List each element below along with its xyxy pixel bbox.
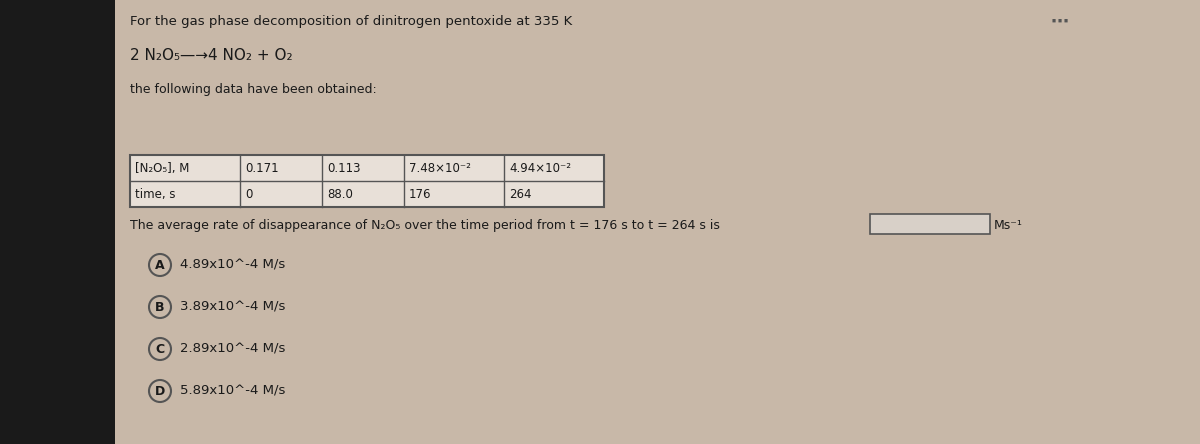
Circle shape — [149, 338, 172, 360]
Text: Ms⁻¹: Ms⁻¹ — [994, 218, 1022, 231]
Text: For the gas phase decomposition of dinitrogen pentoxide at 335 K: For the gas phase decomposition of dinit… — [130, 16, 572, 28]
Bar — [130, 155, 604, 207]
Text: 7.48×10⁻²: 7.48×10⁻² — [409, 162, 470, 174]
Text: 5.89x10^-4 M/s: 5.89x10^-4 M/s — [180, 385, 286, 397]
Bar — [870, 214, 990, 234]
Text: B: B — [155, 301, 164, 313]
Text: A: A — [155, 258, 164, 271]
Text: 2.89x10^-4 M/s: 2.89x10^-4 M/s — [180, 342, 286, 356]
Text: 3.89x10^-4 M/s: 3.89x10^-4 M/s — [180, 301, 286, 313]
Text: The average rate of disappearance of N₂O₅ over the time period from t = 176 s to: The average rate of disappearance of N₂O… — [130, 218, 720, 231]
Text: [N₂O₅], M: [N₂O₅], M — [134, 162, 190, 174]
Text: the following data have been obtained:: the following data have been obtained: — [130, 83, 377, 96]
Text: 4.89x10^-4 M/s: 4.89x10^-4 M/s — [180, 258, 286, 271]
Text: 0.113: 0.113 — [326, 162, 360, 174]
Circle shape — [149, 380, 172, 402]
Text: ⋯: ⋯ — [1051, 13, 1069, 31]
Text: 2 N₂O₅—→4 NO₂ + O₂: 2 N₂O₅—→4 NO₂ + O₂ — [130, 48, 293, 63]
Text: C: C — [156, 342, 164, 356]
Text: 0.171: 0.171 — [245, 162, 278, 174]
Text: D: D — [155, 385, 166, 397]
Text: 264: 264 — [509, 187, 532, 201]
Text: 88.0: 88.0 — [326, 187, 353, 201]
Text: 0: 0 — [245, 187, 252, 201]
Bar — [130, 155, 604, 207]
Bar — [0, 0, 115, 444]
Text: 4.94×10⁻²: 4.94×10⁻² — [509, 162, 571, 174]
Circle shape — [149, 254, 172, 276]
Text: 176: 176 — [409, 187, 432, 201]
Text: time, s: time, s — [134, 187, 175, 201]
Circle shape — [149, 296, 172, 318]
